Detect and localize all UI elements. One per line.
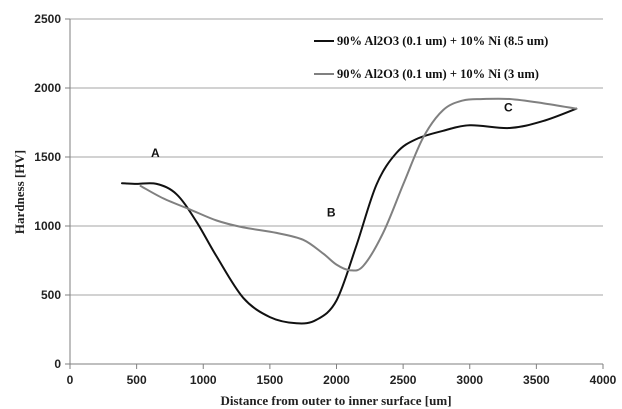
legend: 90% Al2O3 (0.1 um) + 10% Ni (8.5 um) 90%… (314, 34, 548, 81)
x-tick-label: 1000 (190, 373, 217, 387)
y-tick-label: 2000 (34, 81, 61, 95)
x-tick-label: 1500 (257, 373, 284, 387)
legend-label-series-1: 90% Al2O3 (0.1 um) + 10% Ni (8.5 um) (337, 34, 548, 48)
legend-label-series-2: 90% Al2O3 (0.1 um) + 10% Ni (3 um) (337, 67, 539, 81)
x-tick-label: 3000 (456, 373, 483, 387)
annotations: A B C (151, 100, 513, 219)
grid-lines (70, 18, 603, 296)
x-tick-label: 3500 (523, 373, 550, 387)
x-tick-label: 4000 (590, 373, 617, 387)
x-tick-label: 0 (67, 373, 74, 387)
y-tick-label: 500 (41, 288, 61, 302)
axes: 0 500 1000 1500 2000 2500 0 500 1000 1500 2000 2500… (34, 12, 616, 387)
y-axis-title: Hardness [HV] (12, 150, 27, 234)
x-tick-label: 2500 (390, 373, 417, 387)
y-tick-label: 2500 (34, 12, 61, 26)
series-lines (121, 97, 578, 325)
series-line-2 (139, 97, 578, 272)
y-tick-label: 1000 (34, 219, 61, 233)
series-line-1 (121, 107, 578, 325)
x-axis-title: Distance from outer to inner surface [um… (220, 393, 451, 408)
annotation-label: C (504, 100, 513, 114)
x-tick-label: 500 (127, 373, 147, 387)
y-tick-label: 1500 (34, 150, 61, 164)
y-tick-label: 0 (54, 357, 61, 371)
annotation-label: B (327, 205, 336, 219)
x-tick-label: 2000 (323, 373, 350, 387)
annotation-label: A (151, 146, 160, 160)
